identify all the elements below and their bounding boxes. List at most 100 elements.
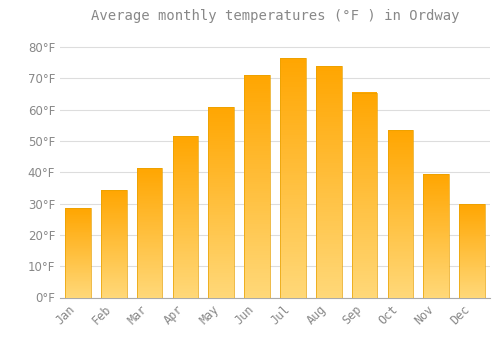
Bar xyxy=(459,289,485,290)
Bar xyxy=(244,133,270,135)
Bar xyxy=(352,211,378,214)
Bar xyxy=(208,116,234,118)
Bar xyxy=(244,220,270,222)
Bar xyxy=(280,104,306,106)
Bar xyxy=(208,175,234,177)
Bar xyxy=(424,190,449,191)
Bar xyxy=(388,232,413,234)
Bar xyxy=(316,145,342,147)
Bar xyxy=(172,265,199,267)
Bar xyxy=(316,214,342,216)
Bar xyxy=(65,267,91,268)
Bar xyxy=(388,152,413,154)
Bar xyxy=(65,241,91,242)
Bar xyxy=(424,202,449,204)
Bar xyxy=(424,263,449,264)
Bar xyxy=(316,212,342,214)
Bar xyxy=(424,248,449,249)
Bar xyxy=(136,262,162,264)
Bar xyxy=(208,126,234,128)
Bar xyxy=(136,235,162,237)
Bar xyxy=(101,244,126,245)
Bar xyxy=(101,209,126,210)
Bar xyxy=(352,121,378,123)
Bar xyxy=(136,190,162,191)
Bar xyxy=(280,223,306,226)
Bar xyxy=(101,257,126,258)
Bar xyxy=(101,289,126,290)
Bar xyxy=(459,223,485,224)
Bar xyxy=(352,127,378,130)
Bar xyxy=(136,279,162,281)
Bar xyxy=(101,245,126,246)
Bar xyxy=(459,241,485,242)
Bar xyxy=(101,200,126,201)
Bar xyxy=(424,200,449,201)
Bar xyxy=(424,242,449,243)
Bar xyxy=(352,260,378,262)
Bar xyxy=(316,161,342,163)
Bar xyxy=(424,281,449,283)
Bar xyxy=(65,219,91,220)
Bar xyxy=(101,273,126,274)
Bar xyxy=(172,233,199,235)
Bar xyxy=(208,267,234,269)
Bar xyxy=(65,259,91,260)
Bar xyxy=(244,238,270,240)
Bar xyxy=(316,135,342,138)
Bar xyxy=(136,260,162,261)
Bar xyxy=(424,186,449,188)
Bar xyxy=(424,267,449,268)
Bar xyxy=(424,209,449,210)
Bar xyxy=(352,105,378,107)
Bar xyxy=(208,107,234,298)
Bar xyxy=(244,248,270,251)
Bar xyxy=(424,268,449,269)
Bar xyxy=(101,196,126,197)
Bar xyxy=(136,240,162,241)
Bar xyxy=(101,256,126,257)
Bar xyxy=(244,142,270,144)
Bar xyxy=(172,165,199,167)
Bar xyxy=(172,281,199,283)
Bar xyxy=(101,207,126,208)
Bar xyxy=(136,168,162,169)
Bar xyxy=(352,197,378,199)
Bar xyxy=(244,180,270,182)
Bar xyxy=(172,194,199,196)
Bar xyxy=(136,196,162,197)
Bar xyxy=(65,237,91,238)
Bar xyxy=(316,98,342,101)
Bar xyxy=(172,251,199,252)
Bar xyxy=(244,77,270,80)
Bar xyxy=(280,211,306,214)
Bar xyxy=(424,260,449,262)
Bar xyxy=(172,230,199,231)
Bar xyxy=(459,239,485,240)
Bar xyxy=(208,253,234,256)
Bar xyxy=(424,177,449,179)
Bar xyxy=(172,218,199,220)
Bar xyxy=(424,179,449,180)
Bar xyxy=(316,96,342,98)
Bar xyxy=(280,123,306,125)
Bar xyxy=(172,239,199,241)
Bar xyxy=(352,252,378,254)
Bar xyxy=(316,205,342,207)
Bar xyxy=(388,276,413,278)
Bar xyxy=(244,162,270,164)
Bar xyxy=(244,166,270,169)
Bar xyxy=(136,253,162,255)
Bar xyxy=(280,159,306,161)
Bar xyxy=(352,222,378,224)
Bar xyxy=(316,279,342,281)
Bar xyxy=(316,191,342,193)
Bar xyxy=(101,233,126,234)
Bar xyxy=(388,154,413,155)
Bar xyxy=(208,124,234,126)
Bar xyxy=(280,142,306,144)
Bar xyxy=(280,228,306,230)
Bar xyxy=(388,229,413,231)
Bar xyxy=(424,174,449,298)
Bar xyxy=(136,296,162,297)
